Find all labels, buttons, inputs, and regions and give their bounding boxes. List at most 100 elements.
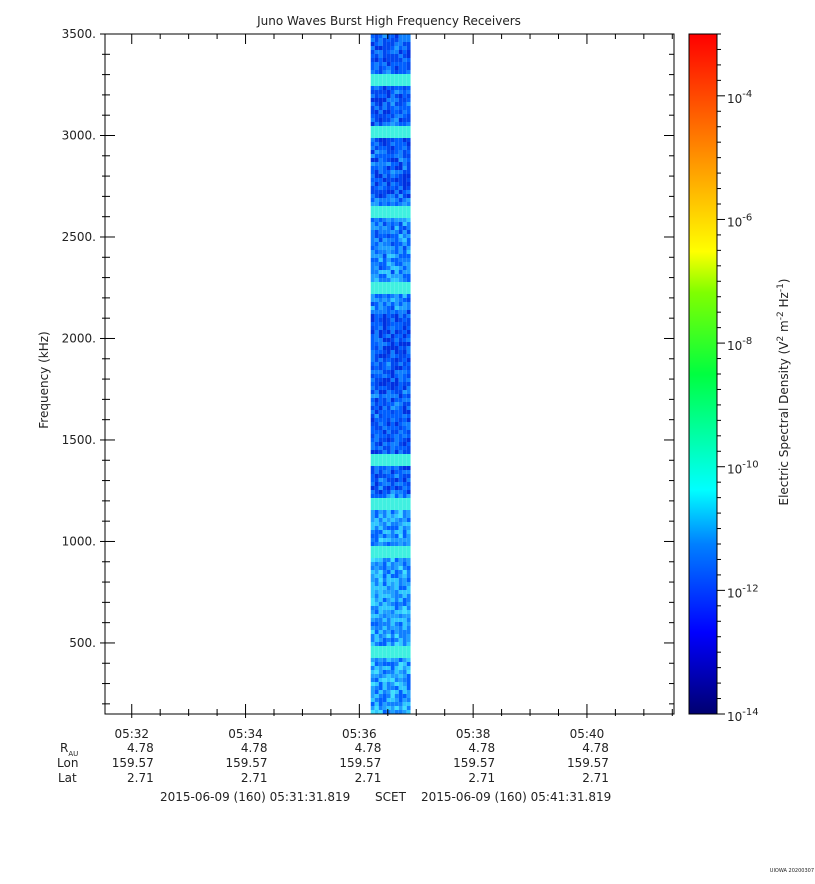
- spectrogram-cell: [374, 342, 379, 346]
- spectrogram-cell: [398, 358, 403, 362]
- spectrogram-cell: [378, 314, 383, 318]
- spectrogram-cell: [378, 286, 383, 290]
- spectrogram-cell: [402, 250, 407, 254]
- spectrogram-cell: [382, 278, 387, 282]
- spectrogram-cell: [374, 142, 379, 146]
- spectrogram-cell: [398, 370, 403, 374]
- spectrogram-cell: [378, 490, 383, 494]
- spectrogram-cell: [398, 682, 403, 686]
- spectrogram-cell: [390, 622, 395, 626]
- spectrogram-cell: [382, 222, 387, 226]
- spectrogram-cell: [390, 478, 395, 482]
- spectrogram-cell: [370, 38, 375, 42]
- spectrogram-cell: [374, 218, 379, 222]
- spectrogram-cell: [398, 262, 403, 266]
- spectrogram-cell: [394, 214, 399, 218]
- spectrogram-cell: [398, 50, 403, 54]
- spectrogram-cell: [394, 238, 399, 242]
- spectrogram-cell: [394, 90, 399, 94]
- spectrogram-cell: [370, 158, 375, 162]
- spectrogram-cell: [382, 550, 387, 554]
- spectrogram-cell: [398, 70, 403, 74]
- spectrogram-cell: [402, 674, 407, 678]
- spectrogram-cell: [394, 358, 399, 362]
- spectrogram-cell: [402, 634, 407, 638]
- spectrogram-cell: [394, 498, 399, 502]
- spectrogram-cell: [386, 114, 391, 118]
- spectrogram-cell: [386, 690, 391, 694]
- spectrogram-cell: [370, 286, 375, 290]
- spectrogram-cell: [374, 86, 379, 90]
- spectrogram-cell: [394, 370, 399, 374]
- spectrogram-cell: [370, 138, 375, 142]
- spectrogram-cell: [386, 446, 391, 450]
- spectrogram-cell: [390, 538, 395, 542]
- spectrogram-cell: [370, 274, 375, 278]
- spectrogram-cell: [394, 598, 399, 602]
- spectrogram-cell: [398, 182, 403, 186]
- colorbar-tick-label: 10-4: [727, 89, 752, 106]
- spectrogram-cell: [390, 574, 395, 578]
- spectrogram-cell: [406, 710, 411, 714]
- spectrogram-cell: [402, 522, 407, 526]
- spectrogram-cell: [386, 234, 391, 238]
- spectrogram-cell: [402, 602, 407, 606]
- spectrogram-cell: [394, 610, 399, 614]
- spectrogram-cell: [370, 694, 375, 698]
- spectrogram-cell: [370, 254, 375, 258]
- spectrogram-cell: [386, 70, 391, 74]
- spectrogram-cell: [394, 494, 399, 498]
- spectrogram-cell: [398, 430, 403, 434]
- spectrogram-cell: [378, 162, 383, 166]
- spectrogram-cell: [382, 414, 387, 418]
- spectrogram-cell: [406, 490, 411, 494]
- spectrogram-cell: [394, 306, 399, 310]
- spectrogram-cell: [374, 198, 379, 202]
- chart-title: Juno Waves Burst High Frequency Receiver…: [256, 14, 521, 28]
- spectrogram-cell: [398, 246, 403, 250]
- spectrogram-cell: [382, 526, 387, 530]
- spectrogram-cell: [370, 230, 375, 234]
- spectrogram-cell: [402, 230, 407, 234]
- spectrogram-cell: [370, 266, 375, 270]
- spectrogram-cell: [378, 670, 383, 674]
- spectrogram-cell: [402, 350, 407, 354]
- spectrogram-cell: [390, 522, 395, 526]
- spectrogram-cell: [370, 150, 375, 154]
- spectrogram-cell: [406, 234, 411, 238]
- spectrogram-cell: [386, 242, 391, 246]
- spectrogram-cell: [394, 178, 399, 182]
- spectrogram-cell: [402, 210, 407, 214]
- spectrogram-cell: [398, 630, 403, 634]
- spectrogram-cell: [390, 510, 395, 514]
- spectrogram-cell: [378, 382, 383, 386]
- spectrogram-cell: [382, 646, 387, 650]
- spectrogram-cell: [378, 186, 383, 190]
- spectrogram-cell: [386, 538, 391, 542]
- spectrogram-cell: [386, 286, 391, 290]
- spectrogram-cell: [394, 262, 399, 266]
- time-range-start: 2015-06-09 (160) 05:31:31.819: [160, 790, 350, 804]
- spectrogram-cell: [406, 378, 411, 382]
- spectrogram-cell: [386, 658, 391, 662]
- spectrogram-cell: [406, 590, 411, 594]
- spectrogram-cell: [402, 650, 407, 654]
- spectrogram-cell: [390, 602, 395, 606]
- spectrogram-cell: [398, 118, 403, 122]
- spectrogram-cell: [398, 442, 403, 446]
- spectrogram-cell: [378, 154, 383, 158]
- spectrogram-cell: [398, 474, 403, 478]
- spectrogram-cell: [398, 462, 403, 466]
- spectrogram-cell: [374, 362, 379, 366]
- spectrogram-cell: [382, 314, 387, 318]
- spectrogram-cell: [382, 134, 387, 138]
- spectrogram-cell: [398, 706, 403, 710]
- spectrogram-cell: [370, 82, 375, 86]
- spectrogram-cell: [370, 702, 375, 706]
- spectrogram-cell: [390, 438, 395, 442]
- spectrogram-cell: [406, 594, 411, 598]
- spectrogram-cell: [382, 378, 387, 382]
- spectrogram-cell: [402, 246, 407, 250]
- spectrogram-cell: [406, 258, 411, 262]
